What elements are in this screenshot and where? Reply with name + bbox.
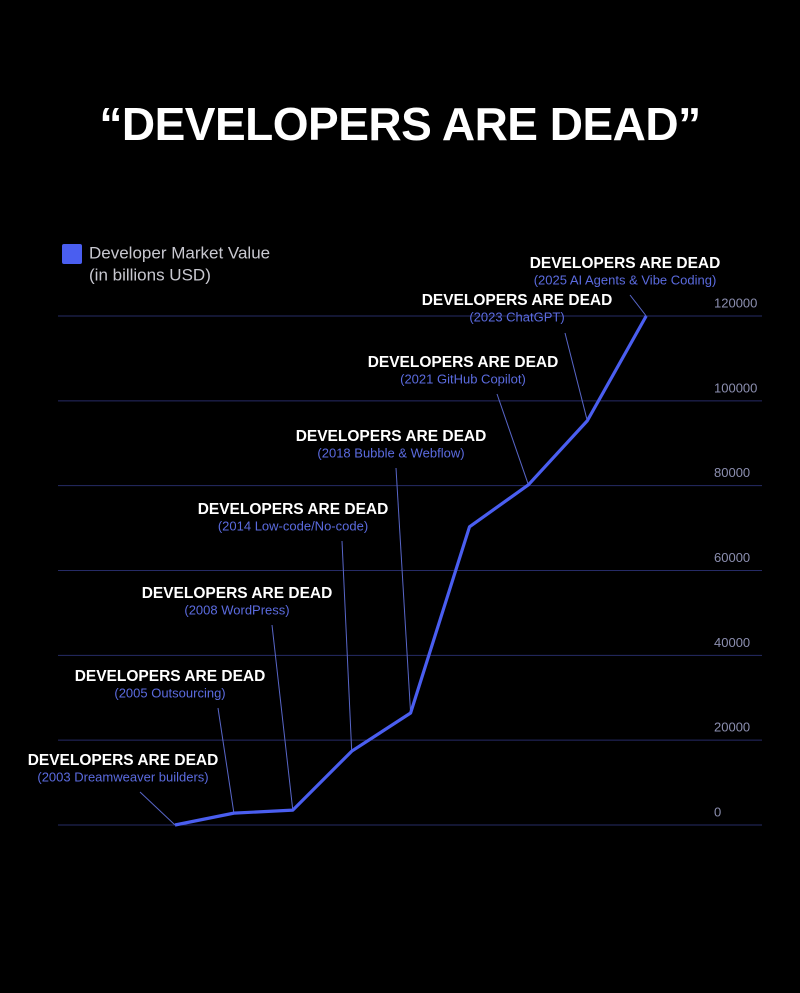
leader-line bbox=[271, 624, 294, 811]
chart-title: “DEVELOPERS ARE DEAD” bbox=[99, 98, 700, 150]
leader-line bbox=[341, 540, 353, 752]
leader-line bbox=[629, 294, 647, 317]
y-tick-label: 40000 bbox=[714, 635, 750, 650]
annotation-subtitle: (2025 AI Agents & Vibe Coding) bbox=[534, 272, 717, 287]
annotation-subtitle: (2005 Outsourcing) bbox=[114, 685, 225, 700]
annotation-title: DEVELOPERS ARE DEAD bbox=[422, 292, 613, 309]
y-tick-label: 80000 bbox=[714, 465, 750, 480]
leader-line bbox=[139, 791, 176, 826]
y-tick-label: 120000 bbox=[714, 295, 757, 310]
annotation-subtitle: (2008 WordPress) bbox=[184, 602, 289, 617]
y-tick-label: 20000 bbox=[714, 720, 750, 735]
legend-label: Developer Market Value bbox=[89, 243, 270, 262]
annotation-subtitle: (2023 ChatGPT) bbox=[469, 309, 564, 324]
annotation-subtitle: (2003 Dreamweaver builders) bbox=[37, 769, 208, 784]
annotation-title: DEVELOPERS ARE DEAD bbox=[75, 668, 266, 685]
y-tick-label: 100000 bbox=[714, 380, 757, 395]
y-tick-label: 0 bbox=[714, 804, 721, 819]
leader-line bbox=[217, 707, 235, 814]
y-tick-label: 60000 bbox=[714, 550, 750, 565]
annotation-subtitle: (2021 GitHub Copilot) bbox=[400, 371, 526, 386]
data-line bbox=[174, 315, 648, 827]
annotation-title: DEVELOPERS ARE DEAD bbox=[368, 354, 559, 371]
annotation-subtitle: (2014 Low-code/No-code) bbox=[218, 518, 368, 533]
annotation-subtitle: (2018 Bubble & Webflow) bbox=[317, 445, 464, 460]
leader-line bbox=[564, 332, 588, 421]
leader-line bbox=[496, 393, 529, 485]
y-axis-unit: (in billions USD) bbox=[89, 265, 211, 284]
annotation-title: DEVELOPERS ARE DEAD bbox=[296, 428, 487, 445]
annotation-title: DEVELOPERS ARE DEAD bbox=[142, 585, 333, 602]
leader-line bbox=[395, 467, 412, 714]
annotation-title: DEVELOPERS ARE DEAD bbox=[530, 255, 721, 272]
annotation-title: DEVELOPERS ARE DEAD bbox=[28, 752, 219, 769]
annotation-title: DEVELOPERS ARE DEAD bbox=[198, 501, 389, 518]
legend-swatch bbox=[62, 244, 82, 264]
